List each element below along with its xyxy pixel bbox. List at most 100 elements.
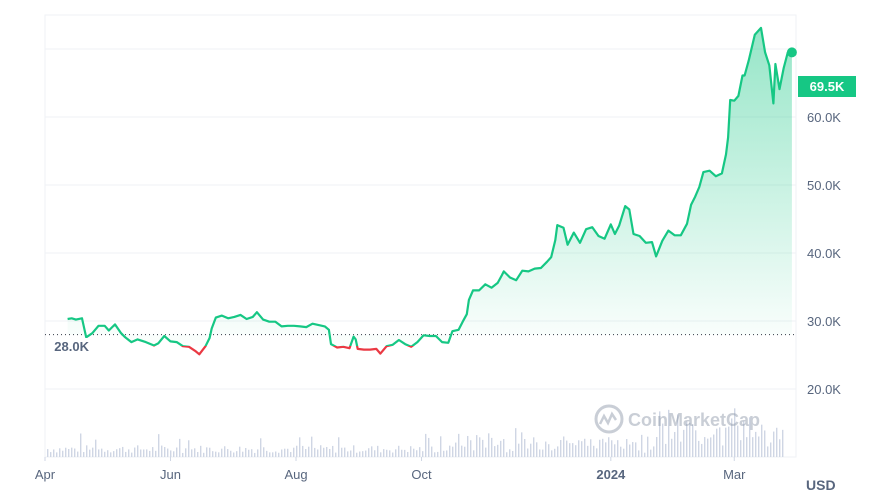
volume-bar <box>755 431 757 457</box>
volume-bar <box>656 437 658 457</box>
volume-bar <box>134 447 136 457</box>
volume-bar <box>197 451 199 457</box>
volume-bar <box>503 439 505 457</box>
volume-bar <box>161 445 163 457</box>
volume-bar <box>602 438 604 457</box>
volume-bar <box>743 421 745 457</box>
volume-bar <box>140 449 142 457</box>
volume-bar <box>662 423 664 457</box>
volume-bar <box>371 446 373 457</box>
volume-bar <box>542 449 544 457</box>
volume-bar <box>368 448 370 457</box>
volume-bar <box>284 448 286 457</box>
volume-bar <box>326 446 328 457</box>
coinmarketcap-logo-icon <box>594 404 624 434</box>
current-price-dot[interactable] <box>786 47 797 58</box>
watermark: CoinMarketCap <box>594 404 760 434</box>
volume-bar <box>248 449 250 457</box>
volume-bar <box>353 445 355 457</box>
volume-bar <box>401 449 403 457</box>
watermark-text: CoinMarketCap <box>628 410 760 430</box>
volume-bar <box>125 451 127 457</box>
volume-bar <box>779 439 781 457</box>
current-price-badge <box>798 76 856 97</box>
volume-bar <box>458 433 460 457</box>
volume-bar <box>752 437 754 457</box>
volume-bar <box>383 449 385 457</box>
volume-bar <box>713 434 715 457</box>
volume-bar <box>557 446 559 457</box>
volume-bar <box>566 440 568 457</box>
volume-bar <box>359 451 361 457</box>
volume-bar <box>194 448 196 457</box>
volume-bar <box>419 447 421 457</box>
volume-bar <box>611 440 613 457</box>
volume-bar <box>98 449 100 457</box>
x-tick-label: Apr <box>35 467 56 482</box>
volume-bar <box>416 450 418 457</box>
volume-bar <box>380 452 382 457</box>
volume-bar <box>434 452 436 457</box>
price-area-fill <box>67 27 792 346</box>
volume-bar <box>716 428 718 457</box>
volume-bar <box>647 436 649 457</box>
volume-bar <box>302 445 304 457</box>
volume-bar <box>773 431 775 457</box>
volume-bar <box>260 438 262 457</box>
volume-bar <box>596 448 598 457</box>
volume-bar <box>629 444 631 457</box>
coinmarketcap-logo-wave <box>598 411 618 426</box>
volume-bar <box>254 452 256 457</box>
volume-bar <box>653 446 655 457</box>
volume-bar <box>515 428 517 457</box>
volume-bar <box>737 425 739 457</box>
volume-bar <box>407 451 409 457</box>
volume-bar <box>638 450 640 457</box>
price-line-below-baseline[interactable] <box>68 28 792 356</box>
price-line-above-baseline[interactable] <box>67 26 792 354</box>
volume-bar <box>245 448 247 457</box>
volume-bar <box>677 414 679 457</box>
volume-bar <box>437 451 439 457</box>
volume-bar <box>395 449 397 457</box>
volume-bar <box>413 448 415 457</box>
volume-bar <box>362 451 364 457</box>
volume-bar <box>770 442 772 457</box>
volume-bar <box>482 439 484 457</box>
volume-bar <box>464 446 466 457</box>
volume-bar <box>341 447 343 457</box>
volume-bar <box>650 449 652 457</box>
volume-bar <box>680 441 682 457</box>
volume-bar <box>593 445 595 457</box>
volume-bar <box>632 442 634 457</box>
volume-bar <box>455 442 457 457</box>
volume-bar <box>512 450 514 457</box>
volume-bar <box>179 438 181 457</box>
volume-bar <box>107 450 109 457</box>
volume-bar <box>374 450 376 457</box>
volume-bar <box>479 437 481 457</box>
volume-bar <box>233 452 235 457</box>
volume-bar <box>548 444 550 457</box>
volume-bar <box>449 445 451 457</box>
volume-bar <box>734 408 736 457</box>
volume-bar <box>704 437 706 457</box>
volume-bar <box>203 452 205 457</box>
volume-bar <box>506 452 508 457</box>
x-tick-label: Mar <box>723 467 746 482</box>
volume-bar <box>551 450 553 457</box>
volume-bar <box>227 449 229 457</box>
volume-bar <box>569 443 571 457</box>
volume-bar <box>68 449 70 457</box>
volume-bar <box>536 442 538 457</box>
volume-bar <box>329 448 331 457</box>
volume-bar <box>128 449 130 457</box>
current-price-label: 69.5K <box>810 79 845 94</box>
volume-bar <box>356 452 358 457</box>
volume-bar <box>521 432 523 457</box>
volume-bar <box>491 437 493 457</box>
volume-bar <box>173 451 175 457</box>
volume-bar <box>290 452 292 457</box>
